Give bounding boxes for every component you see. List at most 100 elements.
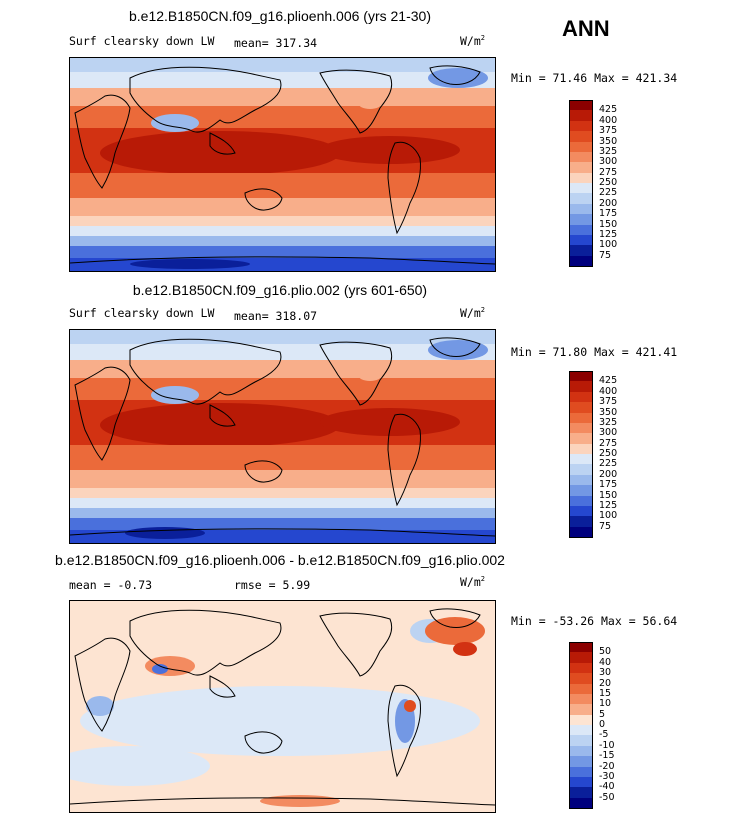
colorbar-tick-label: 40: [599, 656, 612, 668]
south-cool: [70, 746, 210, 786]
panel2-mean: mean= 318.07: [234, 309, 318, 323]
colorbar-swatch: [569, 245, 593, 257]
colorbar-swatch: [569, 485, 593, 496]
panel1-title: b.e12.B1850CN.f09_g16.plioenh.006 (yrs 2…: [129, 8, 431, 24]
panel3-map: [69, 600, 496, 813]
s-midlat-band: [70, 470, 495, 488]
colorbar-tick-label: 0: [599, 719, 606, 730]
colorbar-tick-label: 250: [599, 448, 618, 459]
colorbar-tick-label: 125: [599, 228, 618, 240]
colorbar-swatch: [569, 371, 593, 382]
colorbar-swatch: [569, 110, 593, 122]
s-subtropic-band: [70, 173, 495, 198]
arctic-band: [70, 58, 495, 72]
panel2-units: W/m2: [460, 306, 485, 320]
warm-pool-east: [320, 408, 460, 436]
colorbar-tick-label: 5: [599, 708, 606, 720]
antarctic-min: [130, 259, 250, 269]
panel2-map: [69, 329, 496, 544]
subtropic-band: [70, 106, 495, 128]
colorbar-tick-label: 275: [599, 166, 618, 178]
colorbar-swatch: [569, 516, 593, 528]
colorbar-swatch: [569, 193, 593, 205]
colorbar-swatch: [569, 787, 593, 799]
colorbar-swatch: [569, 745, 593, 757]
colorbar-swatch: [569, 151, 593, 163]
colorbar-tick-label: 100: [599, 510, 618, 522]
colorbar-tick-label: 200: [599, 197, 618, 209]
colorbar-swatch: [569, 224, 593, 236]
colorbar-swatch: [569, 443, 593, 455]
colorbar-tick-label: -15: [599, 750, 615, 762]
colorbar-swatch: [569, 454, 593, 465]
colorbar-swatch: [569, 714, 593, 726]
tibet-cool: [152, 664, 168, 674]
colorbar-swatch: [569, 693, 593, 705]
panel1-map-svg: [70, 58, 495, 271]
colorbar-tick-label: -20: [599, 760, 615, 772]
colorbar-tick-label: 325: [599, 145, 618, 157]
panel1-colorbar: 425 400 375 350 325 300 275 250 225 200 175 150 125 1…: [569, 100, 629, 267]
panel3-title: b.e12.B1850CN.f09_g16.plioenh.006 - b.e1…: [55, 552, 505, 568]
colorbar-tick-label: 10: [599, 698, 612, 710]
colorbar-tick-label: -40: [599, 781, 615, 793]
panel3-mean: mean = -0.73: [69, 578, 153, 592]
colorbar-swatch: [569, 652, 593, 664]
colorbar-swatch: [569, 505, 593, 517]
s-subpolar-band: [70, 498, 495, 508]
north-atlantic-warm: [425, 617, 485, 645]
colorbar-tick-label: 425: [599, 375, 618, 387]
colorbar-swatch: [569, 141, 593, 153]
colorbar-swatch: [569, 120, 593, 132]
africa-cool: [86, 696, 114, 716]
antarctic-min: [125, 527, 205, 539]
colorbar-swatch: [569, 381, 593, 393]
colorbar-tick-label: 300: [599, 156, 618, 168]
tropic-cool: [80, 686, 480, 756]
north-atlantic-hot: [453, 642, 477, 656]
colorbar-swatch: [569, 172, 593, 184]
greenland-cold: [428, 68, 488, 88]
panel1-map: [69, 57, 496, 272]
colorbar-swatch: [569, 412, 593, 424]
panel2-minmax: Min = 71.80 Max = 421.41: [511, 345, 678, 359]
colorbar-tick-label: 275: [599, 437, 618, 449]
colorbar-swatch: [569, 662, 593, 674]
colorbar-swatch: [569, 433, 593, 445]
colorbar-swatch: [569, 183, 593, 194]
panel1-variable: Surf clearsky down LW: [69, 34, 215, 48]
rockies: [358, 97, 382, 109]
colorbar-swatch: [569, 255, 593, 267]
colorbar-swatch: [569, 673, 593, 684]
panel2-variable: Surf clearsky down LW: [69, 306, 215, 320]
season-label: ANN: [562, 16, 610, 41]
tibet-warm: [145, 656, 195, 676]
panel3-colorbar: 50 40 30 20 15 10 5 0 -5 -10 -15 -20 -30 -40 -50: [569, 642, 629, 809]
panel1-mean: mean= 317.34: [234, 36, 318, 50]
colorbar-swatch: [569, 526, 593, 538]
arctic-band: [70, 330, 495, 344]
colorbar-tick-label: 30: [599, 667, 612, 679]
antarctic-warm: [260, 795, 340, 807]
colorbar-tick-label: 50: [599, 646, 612, 658]
s-midlat2-band: [70, 216, 495, 226]
colorbar-tick-label: -10: [599, 739, 615, 751]
colorbar-swatch: [569, 725, 593, 736]
colorbar-swatch: [569, 766, 593, 778]
colorbar-swatch: [569, 100, 593, 111]
colorbar-swatch: [569, 776, 593, 788]
colorbar-tick-label: 200: [599, 468, 618, 480]
s-subpolar-band: [70, 226, 495, 236]
colorbar-tick-label: 375: [599, 125, 618, 137]
colorbar-tick-label: 15: [599, 687, 612, 699]
s-polar2-band: [70, 246, 495, 258]
colorbar-tick-label: 400: [599, 385, 618, 397]
colorbar-tick-label: 20: [599, 677, 612, 689]
tibet-cold: [151, 386, 199, 404]
panel3-minmax: Min = -53.26 Max = 56.64: [511, 614, 678, 628]
colorbar-tick-label: 100: [599, 239, 618, 251]
colorbar-swatch: [569, 704, 593, 716]
panel3-units: W/m2: [460, 575, 485, 589]
colorbar-tick-label: 225: [599, 458, 618, 470]
colorbar-swatch: [569, 474, 593, 486]
